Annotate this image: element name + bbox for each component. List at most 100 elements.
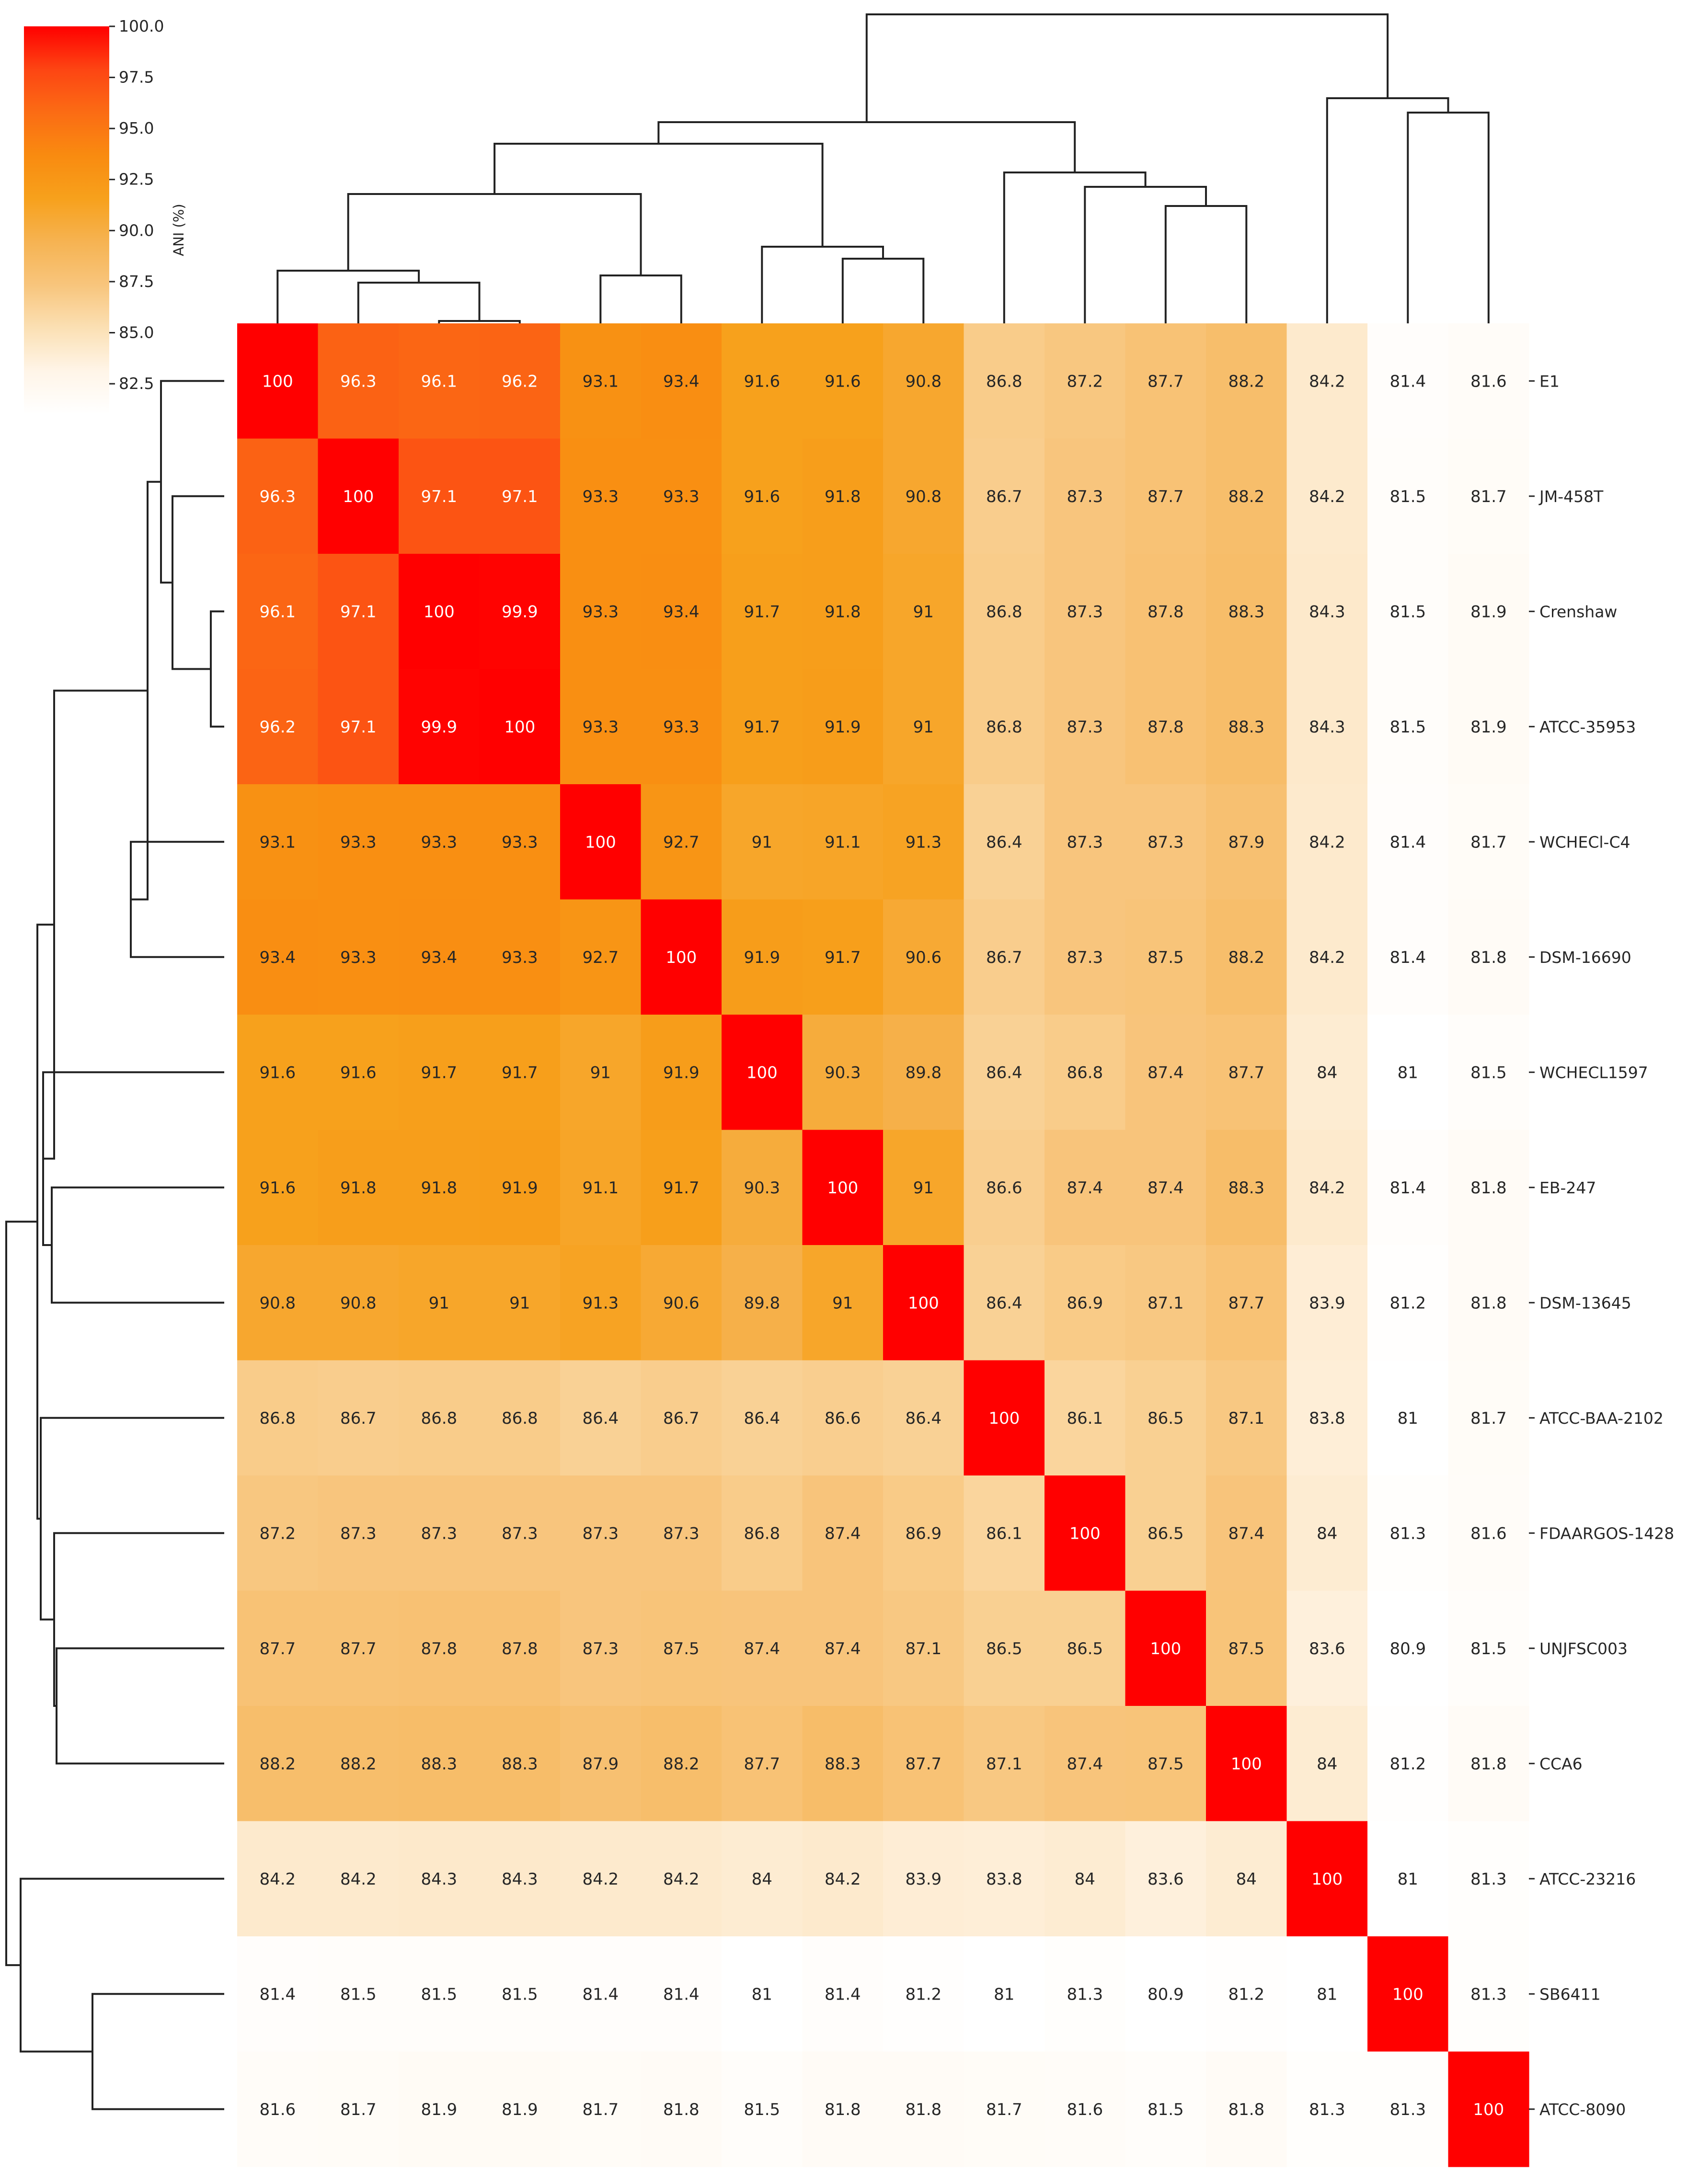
heatmap-cell (399, 1245, 480, 1361)
cell-value-label: 87.7 (259, 1639, 296, 1658)
cell-value-label: 96.2 (502, 372, 538, 391)
cell-value-label: 81.8 (1228, 2100, 1264, 2119)
cell-value-label: 100 (908, 1293, 939, 1313)
heatmap-cell (802, 1245, 884, 1361)
cell-value-label: 81.5 (1389, 602, 1426, 621)
dendrogram-link (438, 320, 521, 323)
cell-value-label: 86.8 (259, 1409, 296, 1428)
cell-value-label: 81.5 (1470, 1639, 1507, 1658)
cell-value-label: 91 (752, 833, 772, 852)
cell-value-label: 93.3 (582, 602, 619, 621)
cell-value-label: 87.3 (582, 1639, 619, 1658)
cell-value-label: 93.4 (421, 948, 457, 967)
heatmap-cell (399, 1590, 480, 1706)
heatmap-cell (964, 1821, 1045, 1937)
cell-value-label: 89.8 (744, 1293, 780, 1313)
heatmap-cell (1206, 1475, 1287, 1591)
cell-value-label: 81.5 (502, 1985, 538, 2004)
heatmap-cell (802, 323, 884, 439)
cell-value-label: 100 (1150, 1639, 1181, 1658)
heatmap-cell (802, 1936, 884, 2052)
heatmap-cell (318, 669, 399, 785)
heatmap-cell (964, 554, 1045, 670)
heatmap-cell (1286, 438, 1368, 554)
cell-value-label: 81.2 (1389, 1754, 1426, 1773)
heatmap-cell (722, 1936, 803, 2052)
heatmap-cell (1286, 784, 1368, 900)
heatmap-cell (883, 323, 964, 439)
heatmap-cell (1448, 1245, 1529, 1361)
cell-value-label: 84 (1317, 1754, 1337, 1773)
cell-value-label: 93.3 (582, 718, 619, 737)
cell-value-label: 93.3 (340, 948, 377, 967)
heatmap-cell (1045, 323, 1126, 439)
cell-value-label: 99.9 (502, 602, 538, 621)
cell-value-label: 86.1 (986, 1524, 1022, 1543)
cell-value-label: 96.1 (421, 372, 457, 391)
cell-value-label: 93.1 (582, 372, 619, 391)
cell-value-label: 86.8 (744, 1524, 780, 1543)
cell-value-label: 100 (1069, 1524, 1101, 1543)
heatmap-cell (883, 669, 964, 785)
cell-value-label: 100 (1231, 1754, 1262, 1773)
dendrogram-link (347, 193, 642, 275)
heatmap-cell (883, 1936, 964, 2052)
cell-value-label: 86.4 (582, 1409, 619, 1428)
heatmap-cell (1125, 1130, 1206, 1246)
heatmap-cell (1448, 1015, 1529, 1131)
cell-value-label: 81.4 (663, 1985, 700, 2004)
cell-value-label: 81.7 (340, 2100, 377, 2119)
row-label: DSM-13645 (1539, 1293, 1631, 1312)
heatmap-cell (1206, 1821, 1287, 1937)
heatmap-cell (802, 2051, 884, 2167)
cell-value-label: 93.3 (663, 718, 700, 737)
heatmap-cells (237, 323, 1529, 2167)
cell-value-label: 86.4 (986, 833, 1022, 852)
row-label: CCA6 (1539, 1754, 1583, 1773)
cell-value-label: 86.9 (1067, 1293, 1103, 1313)
colorbar-gradient (24, 26, 109, 414)
heatmap-cell (560, 1590, 642, 1706)
dendrogram-link (1326, 97, 1449, 323)
heatmap-cell (722, 1130, 803, 1246)
heatmap-cell (883, 1821, 964, 1937)
heatmap-cell (641, 1936, 722, 2052)
heatmap-cell (883, 2051, 964, 2167)
cell-value-label: 86.7 (986, 487, 1022, 506)
heatmap-cell (1045, 1130, 1126, 1246)
heatmap-cell (1045, 554, 1126, 670)
row-label: Crenshaw (1539, 602, 1617, 621)
heatmap-cell (1206, 1936, 1287, 2052)
heatmap-cell (479, 1706, 561, 1822)
heatmap-cell (318, 1590, 399, 1706)
heatmap-cell (237, 323, 319, 439)
dendrogram-link (494, 143, 824, 247)
cell-value-label: 90.8 (340, 1293, 377, 1313)
cell-value-label: 91.6 (340, 1063, 377, 1082)
heatmap-cell (641, 669, 722, 785)
cell-value-label: 100 (504, 718, 535, 737)
cell-value-label: 81.7 (1470, 833, 1507, 852)
cell-value-label: 91.6 (259, 1178, 296, 1198)
cell-value-label: 92.7 (663, 833, 700, 852)
heatmap-cell (722, 1706, 803, 1822)
dendrogram-link (43, 689, 148, 1160)
heatmap-cell (641, 1015, 722, 1131)
cell-value-label: 91.3 (905, 833, 941, 852)
cell-value-label: 91 (429, 1293, 449, 1313)
cell-value-label: 91.8 (825, 487, 861, 506)
heatmap-cell (1367, 1475, 1449, 1591)
cell-value-label: 81 (1398, 1870, 1418, 1889)
cell-value-label: 87.1 (986, 1754, 1022, 1773)
cell-value-label: 86.8 (502, 1409, 538, 1428)
dendrogram-link (92, 1993, 224, 2110)
heatmap-cell (237, 1360, 319, 1476)
cell-value-label: 93.3 (502, 833, 538, 852)
heatmap-cell (237, 2051, 319, 2167)
heatmap-cell (1125, 1245, 1206, 1361)
cell-value-label: 81.8 (1470, 948, 1507, 967)
heatmap-cell (1367, 669, 1449, 785)
cell-value-label: 81.8 (1470, 1293, 1507, 1313)
heatmap-cell (964, 1706, 1045, 1822)
cell-value-label: 83.6 (1309, 1639, 1345, 1658)
